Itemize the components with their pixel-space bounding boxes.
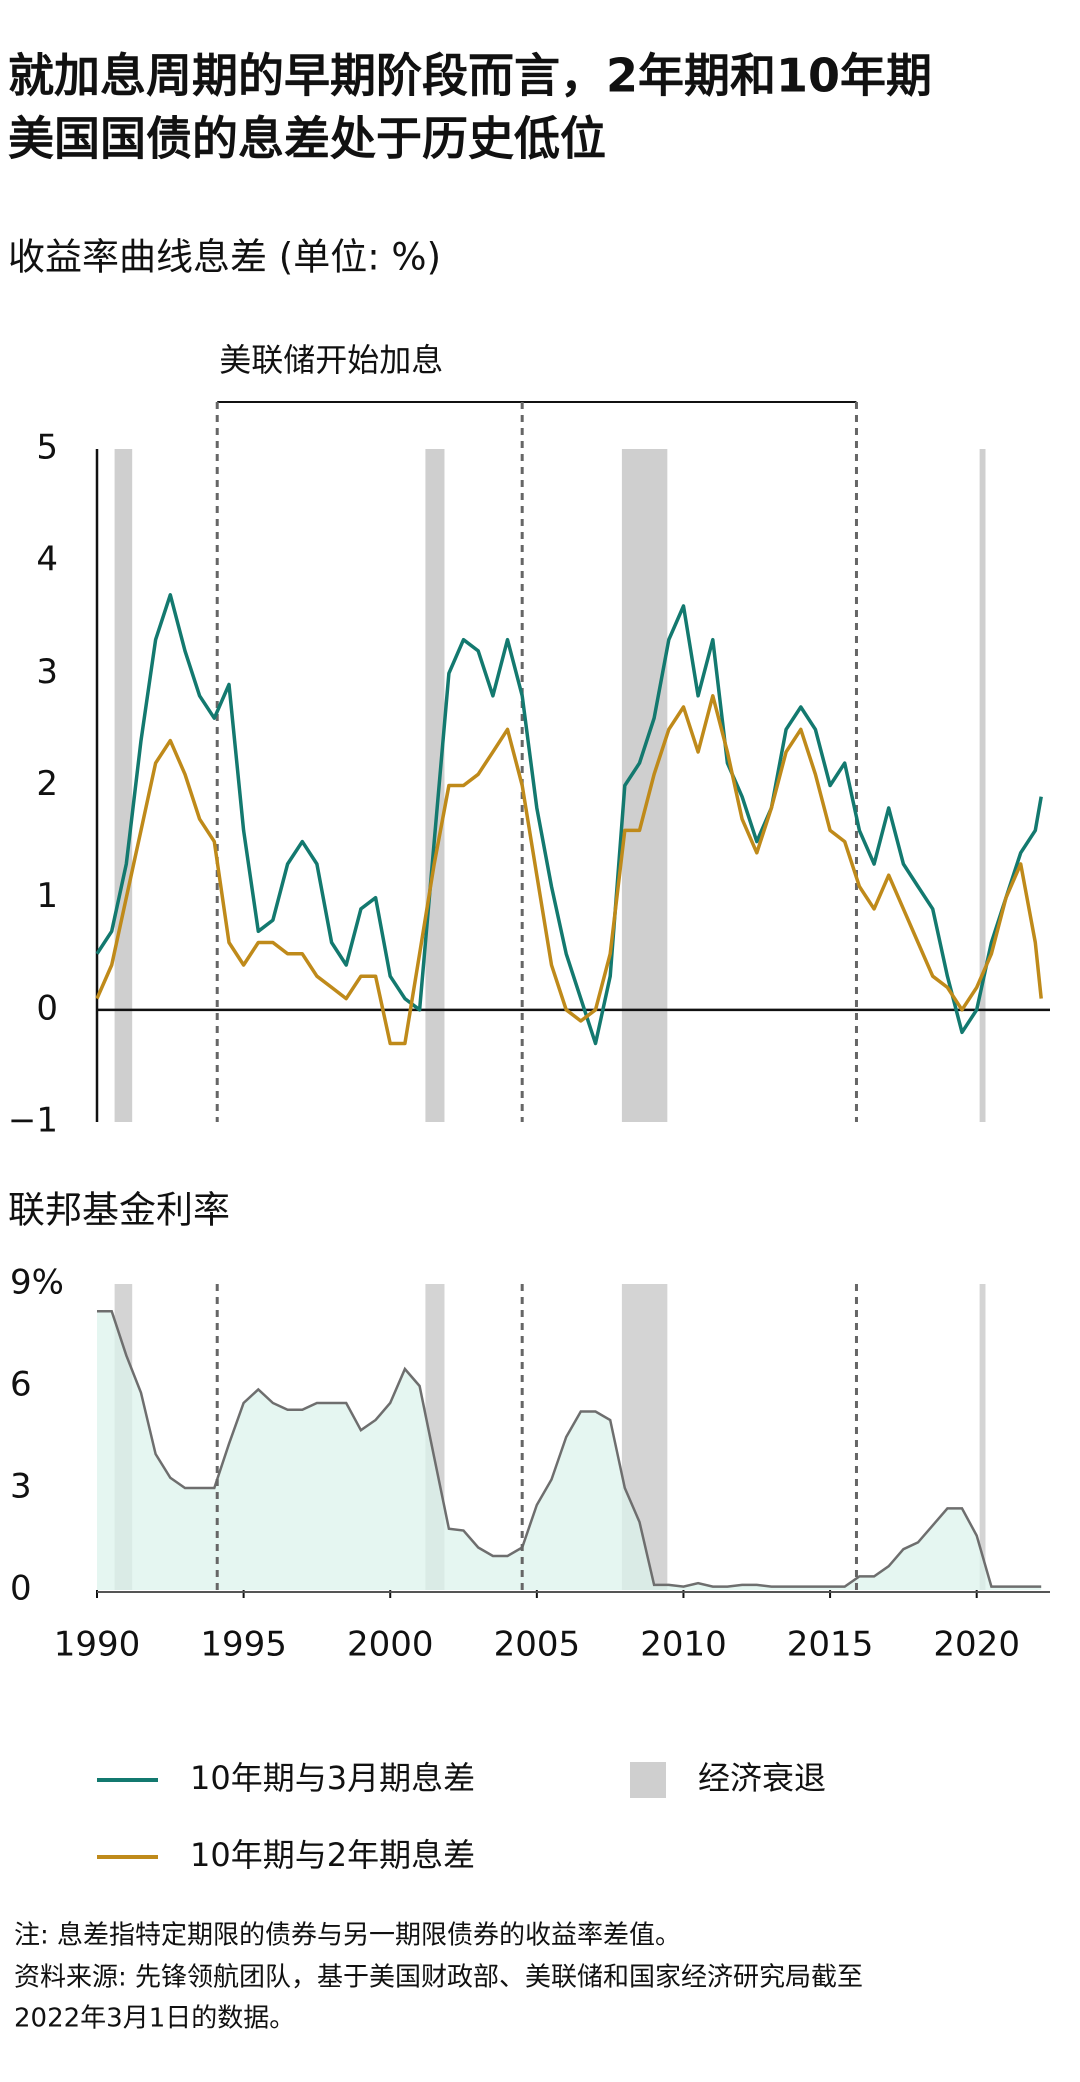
recession-band — [114, 449, 133, 1122]
recession-band — [621, 449, 668, 1122]
x-tick-label: 2000 — [347, 1625, 434, 1665]
y-tick-label: 4 — [36, 540, 58, 580]
legend-label: 10年期与3月期息差 — [190, 1759, 475, 1797]
y-tick-label: 6 — [10, 1365, 32, 1405]
legend-label: 10年期与2年期息差 — [190, 1836, 475, 1874]
line — [95, 593, 1043, 1046]
title-line: 美国国债的息差处于历史低位 — [8, 112, 606, 166]
y-tick-label: 1 — [36, 876, 58, 916]
x-tick-label: 2020 — [933, 1625, 1020, 1665]
y-tick-label: 5 — [36, 428, 58, 468]
legend-label: 经济衰退 — [698, 1759, 826, 1797]
recession-band — [979, 1284, 986, 1590]
chart-title: 收益率曲线息差 (单位: %) — [8, 236, 441, 279]
y-tick-label: 3 — [36, 652, 58, 692]
x-tick-label: 2005 — [494, 1625, 581, 1665]
recession-band — [425, 449, 445, 1122]
annotation-text: 美联储开始加息 — [219, 341, 443, 379]
line — [95, 694, 1043, 1046]
line — [97, 1309, 1042, 1588]
note: 2022年3月1日的数据。 — [14, 2004, 295, 2034]
y-tick-label: 9% — [10, 1263, 64, 1303]
x-tick-label: 2015 — [787, 1625, 874, 1665]
y-tick-label: 2 — [36, 764, 58, 804]
title-line: 就加息周期的早期阶段而言，2年期和10年期 — [8, 49, 932, 103]
x-tick-label: 1995 — [200, 1625, 287, 1665]
y-tick-label: 3 — [10, 1467, 32, 1507]
area — [97, 1311, 1042, 1590]
chart-title: 联邦基金利率 — [8, 1189, 230, 1232]
x-tick-label: 1990 — [54, 1625, 141, 1665]
recession-band — [979, 449, 986, 1122]
note: 注: 息差指特定期限的债券与另一期限债券的收益率差值。 — [14, 1921, 681, 1951]
note: 资料来源: 先锋领航团队，基于美国财政部、美联储和国家经济研究局截至 — [14, 1963, 863, 1993]
x-tick-label: 2010 — [640, 1625, 727, 1665]
y-tick-label: 0 — [10, 1569, 32, 1609]
y-tick-label: −1 — [8, 1101, 58, 1141]
legend-swatch — [630, 1762, 666, 1798]
y-tick-label: 0 — [36, 988, 58, 1028]
